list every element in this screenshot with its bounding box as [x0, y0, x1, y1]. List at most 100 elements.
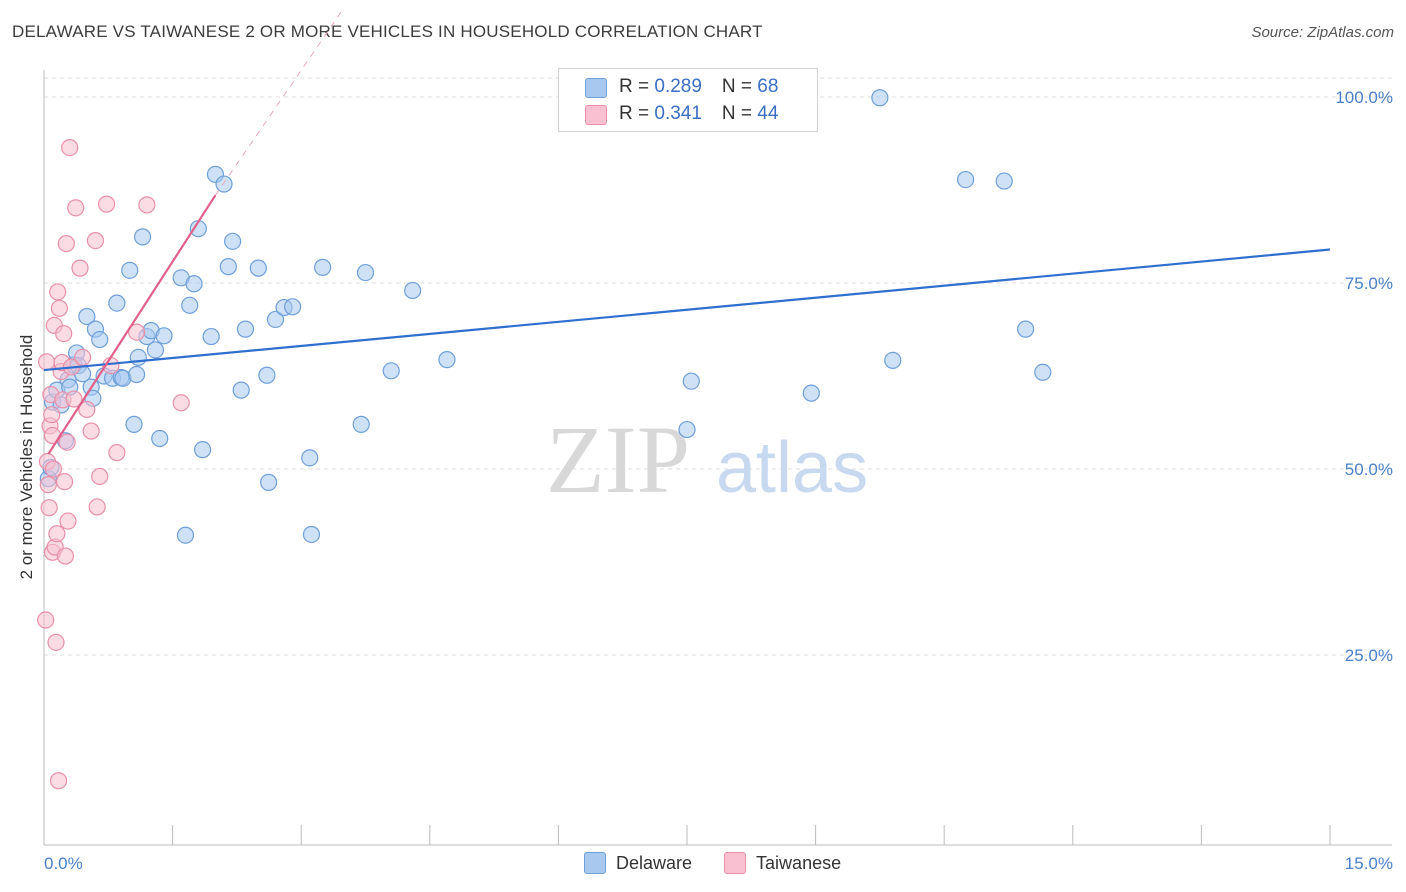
taiwanese-trend-line	[47, 194, 217, 455]
taiwanese-point	[65, 390, 83, 408]
delaware-point	[682, 372, 700, 390]
delaware-point	[146, 341, 165, 359]
legend-row-delaware: R = 0.289 N = 68	[585, 75, 778, 99]
delaware-point	[352, 415, 370, 433]
delaware-point	[91, 330, 109, 349]
watermark-zip: ZIP	[546, 406, 690, 513]
stats-legend: R = 0.289 N = 68 R = 0.341 N = 44	[558, 68, 818, 132]
legend-label-delaware: Delaware	[616, 852, 693, 873]
delaware-point	[382, 362, 400, 380]
points-layer	[37, 89, 1052, 790]
delaware-point	[260, 473, 278, 491]
legend-swatch-delaware	[584, 852, 606, 874]
legend-swatch-delaware	[585, 78, 607, 98]
delaware-point	[438, 351, 456, 369]
taiwanese-point	[138, 196, 156, 214]
delaware-point	[155, 327, 173, 345]
taiwanese-point	[37, 353, 56, 371]
legend-n-label: N =	[721, 103, 758, 124]
taiwanese-point	[57, 234, 75, 253]
taiwanese-point	[43, 426, 62, 445]
taiwanese-point	[37, 611, 55, 629]
legend-r-label: R =	[619, 76, 655, 97]
delaware-point	[151, 429, 169, 448]
delaware-point	[884, 351, 902, 369]
legend-r-label: R =	[619, 103, 655, 124]
taiwanese-point	[67, 199, 85, 217]
legend-item-delaware[interactable]: Delaware	[584, 852, 692, 874]
legend-item-taiwanese[interactable]: Taiwanese	[724, 852, 841, 874]
delaware-point	[284, 298, 302, 316]
taiwanese-point	[49, 772, 68, 790]
delaware-point	[302, 525, 321, 544]
delaware-point	[404, 281, 422, 300]
taiwanese-point	[78, 400, 96, 419]
taiwanese-point	[55, 324, 73, 343]
delaware-point	[957, 170, 975, 189]
y-tick-label: 25.0%	[1345, 646, 1393, 665]
delaware-point	[121, 261, 139, 279]
y-tick-label: 50.0%	[1345, 460, 1393, 479]
legend-swatch-taiwanese	[585, 105, 607, 125]
delaware-point	[133, 228, 152, 246]
delaware-point	[127, 365, 146, 384]
delaware-point	[301, 449, 319, 467]
taiwanese-point	[47, 633, 65, 651]
taiwanese-point	[127, 323, 146, 341]
legend-row-taiwanese: R = 0.341 N = 44	[585, 102, 779, 126]
delaware-point	[236, 320, 255, 338]
taiwanese-point	[73, 348, 92, 366]
delaware-point	[266, 310, 285, 329]
chart-source: Source: ZipAtlas.com	[1251, 24, 1394, 41]
lines-layer	[43, 7, 1331, 455]
taiwanese-point	[58, 433, 76, 451]
legend-n-label: N =	[721, 76, 758, 97]
legend-swatch-taiwanese	[724, 852, 747, 874]
taiwanese-point	[88, 498, 106, 516]
taiwanese-point	[82, 422, 100, 440]
delaware-point	[678, 420, 696, 439]
taiwanese-point	[59, 512, 77, 530]
legend-r-value: 0.289	[654, 76, 702, 97]
x-tick-label: 0.0%	[44, 854, 83, 873]
taiwanese-point	[40, 499, 58, 517]
axes-layer: 25.0% 50.0% 75.0% 100.0% 0.0% 15.0%	[43, 70, 1393, 873]
taiwanese-point	[49, 283, 67, 301]
legend-label-taiwanese: Taiwanese	[756, 852, 842, 873]
delaware-point	[215, 175, 233, 193]
y-axis-label: 2 or more Vehicles in Household	[17, 335, 36, 580]
taiwanese-point	[61, 138, 79, 157]
taiwanese-point	[43, 406, 61, 424]
delaware-point	[995, 172, 1013, 190]
delaware-point	[219, 258, 237, 276]
delaware-point	[108, 294, 126, 312]
delaware-point	[78, 307, 96, 326]
taiwanese-point	[55, 473, 74, 491]
delaware-point	[185, 275, 203, 293]
delaware-point	[194, 441, 212, 459]
taiwanese-point	[39, 476, 57, 494]
delaware-trend-line	[43, 248, 1331, 372]
taiwanese-point	[172, 394, 190, 412]
taiwanese-point	[44, 460, 63, 478]
y-tick-label: 75.0%	[1345, 274, 1393, 293]
taiwanese-point	[108, 444, 126, 462]
watermark-atlas: atlas	[716, 428, 868, 508]
delaware-point	[224, 232, 242, 250]
delaware-point	[176, 526, 195, 544]
delaware-point	[181, 296, 199, 314]
grid-layer	[44, 77, 1392, 656]
delaware-point	[232, 381, 250, 399]
delaware-point	[314, 258, 332, 276]
legend-n-value: 44	[757, 103, 779, 124]
taiwanese-point	[50, 299, 69, 317]
delaware-point	[802, 384, 820, 402]
delaware-point	[258, 366, 276, 384]
taiwanese-point	[91, 467, 109, 486]
taiwanese-point	[97, 195, 116, 213]
delaware-point	[1034, 363, 1052, 381]
y-tick-label: 100.0%	[1335, 88, 1393, 107]
delaware-point	[125, 415, 143, 433]
taiwanese-trend-extension	[215, 7, 345, 196]
